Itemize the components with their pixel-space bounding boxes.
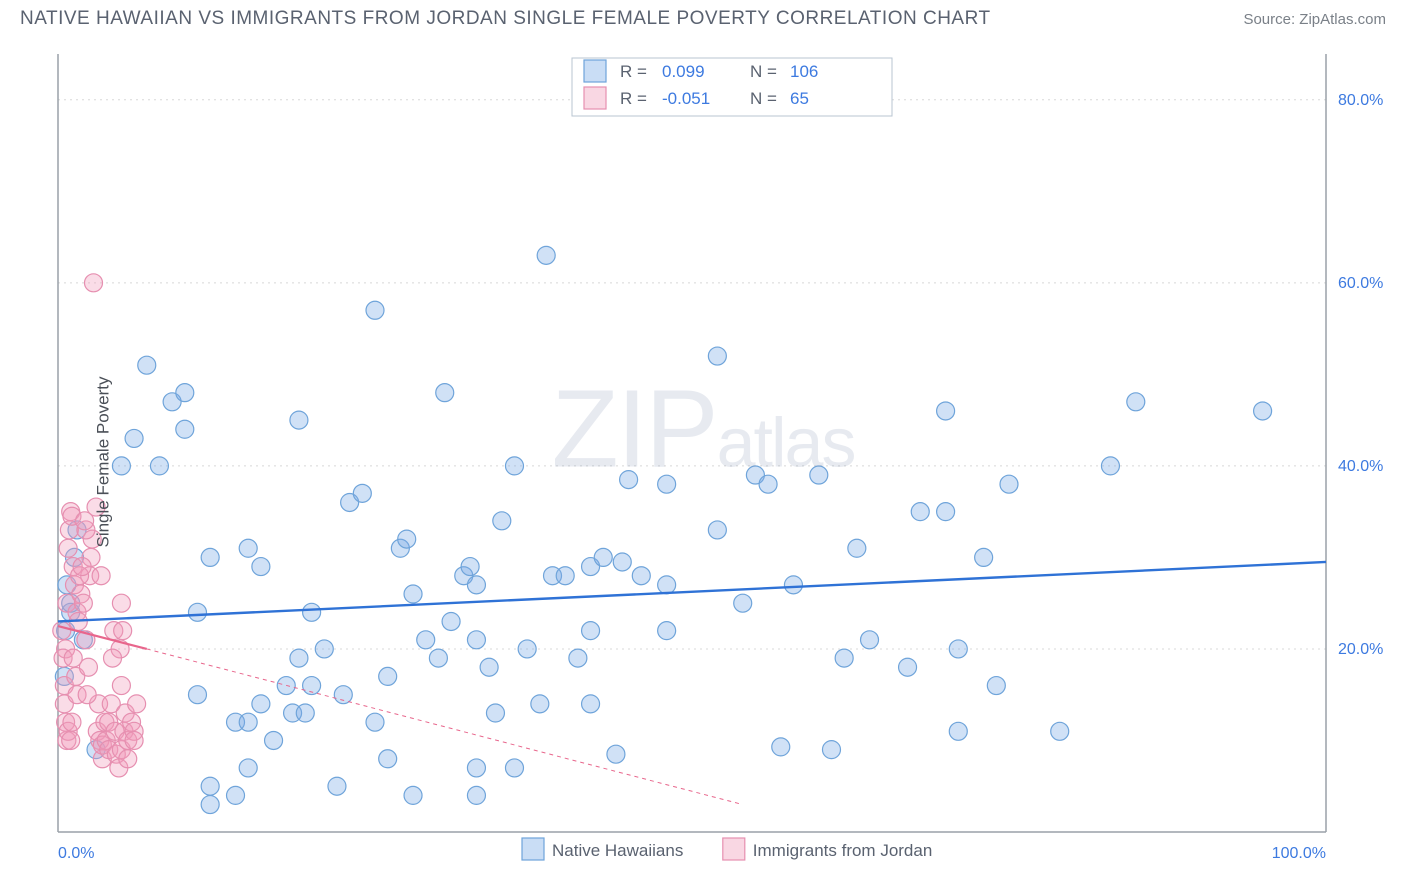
svg-text:0.0%: 0.0% bbox=[58, 845, 94, 862]
svg-text:Native Hawaiians: Native Hawaiians bbox=[552, 841, 683, 860]
scatter-chart: 20.0% 40.0% 60.0% 80.0% 0.0% 100.0% R = 0.099 N … bbox=[20, 44, 1386, 880]
svg-text:80.0%: 80.0% bbox=[1338, 92, 1383, 109]
svg-text:40.0%: 40.0% bbox=[1338, 458, 1383, 475]
chart-title: NATIVE HAWAIIAN VS IMMIGRANTS FROM JORDA… bbox=[20, 8, 991, 30]
source-label: Source: ZipAtlas.com bbox=[1243, 11, 1386, 28]
svg-text:20.0%: 20.0% bbox=[1338, 641, 1383, 658]
svg-text:R =: R = bbox=[620, 89, 647, 108]
svg-text:R =: R = bbox=[620, 62, 647, 81]
svg-text:N =: N = bbox=[750, 62, 777, 81]
svg-text:65: 65 bbox=[790, 89, 809, 108]
y-axis-label: Single Female Poverty bbox=[94, 376, 114, 547]
svg-text:100.0%: 100.0% bbox=[1272, 845, 1326, 862]
svg-text:106: 106 bbox=[790, 62, 818, 81]
svg-text:N =: N = bbox=[750, 89, 777, 108]
svg-text:60.0%: 60.0% bbox=[1338, 275, 1383, 292]
svg-text:0.099: 0.099 bbox=[662, 62, 705, 81]
svg-text:Immigrants from Jordan: Immigrants from Jordan bbox=[753, 841, 933, 860]
svg-text:-0.051: -0.051 bbox=[662, 89, 710, 108]
